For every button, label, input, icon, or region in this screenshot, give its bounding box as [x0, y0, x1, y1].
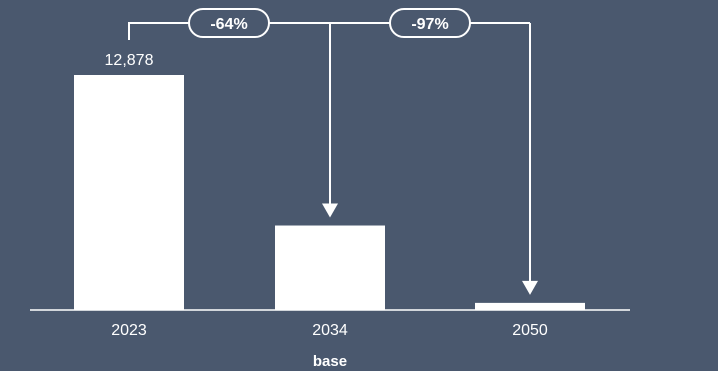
x-tick-2050: 2050 — [512, 322, 548, 339]
bar-2034 — [275, 225, 385, 310]
data-labels: 12,878 — [105, 52, 154, 69]
bar-2050 — [475, 302, 585, 310]
data-label-2023: 12,878 — [105, 52, 154, 69]
x-tick-labels: 2023 2034 2050 — [111, 322, 548, 339]
x-tick-2023: 2023 — [111, 322, 147, 339]
annotation-pill-2034 — [188, 8, 270, 38]
x-tick-2034: 2034 — [312, 322, 348, 339]
change-annotations: -64% -97% — [128, 8, 538, 295]
annotation-label-2034: -64% — [210, 16, 247, 33]
bar-2023 — [74, 75, 184, 310]
annotation-arrowhead-2034 — [322, 203, 338, 218]
bars-group — [74, 75, 585, 310]
annotation-pill-2050 — [389, 8, 471, 38]
annotation-arrowhead-2050 — [522, 280, 538, 295]
x-axis-title: base — [313, 353, 347, 370]
annotation-label-2050: -97% — [411, 16, 448, 33]
